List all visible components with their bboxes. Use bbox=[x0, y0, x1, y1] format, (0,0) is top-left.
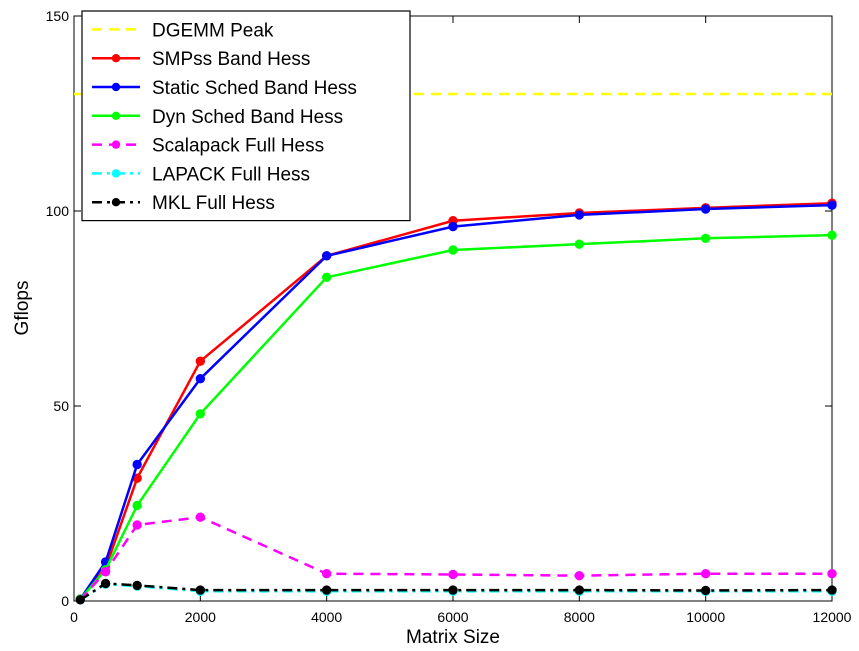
data-point bbox=[448, 245, 458, 255]
x-tick-label: 8000 bbox=[564, 609, 595, 625]
data-point bbox=[700, 204, 711, 214]
data-point bbox=[195, 585, 206, 595]
data-point bbox=[574, 239, 585, 249]
data-point bbox=[700, 585, 711, 596]
legend-item: Scalapack Full Hess bbox=[92, 136, 324, 157]
legend-item: DGEMM Peak bbox=[92, 20, 274, 41]
legend-label: Static Sched Band Hess bbox=[152, 78, 357, 99]
data-point bbox=[700, 233, 711, 244]
data-point bbox=[574, 210, 585, 220]
data-point bbox=[321, 272, 332, 282]
data-point bbox=[700, 569, 711, 579]
legend-item: SMPss Band Hess bbox=[92, 49, 310, 70]
legend-item: Dyn Sched Band Hess bbox=[92, 107, 343, 128]
data-point bbox=[195, 409, 206, 419]
x-tick-label: 0 bbox=[70, 609, 78, 625]
series-4 bbox=[75, 512, 837, 605]
legend-marker bbox=[111, 140, 121, 149]
x-tick-label: 10000 bbox=[686, 609, 725, 625]
data-point bbox=[448, 585, 458, 595]
y-tick-label: 50 bbox=[53, 398, 69, 414]
data-point bbox=[100, 567, 111, 577]
legend-marker bbox=[111, 111, 121, 121]
series-group bbox=[74, 92, 837, 605]
legend-marker bbox=[111, 198, 121, 207]
data-point bbox=[75, 595, 86, 605]
legend-marker bbox=[111, 54, 121, 63]
x-tick-label: 4000 bbox=[311, 609, 342, 625]
y-tick-label: 0 bbox=[61, 593, 69, 609]
x-tick-label: 6000 bbox=[437, 609, 468, 625]
legend-item: LAPACK Full Hess bbox=[92, 164, 310, 185]
legend-label: MKL Full Hess bbox=[152, 193, 275, 214]
data-point bbox=[448, 221, 458, 232]
series-6 bbox=[75, 578, 837, 605]
data-point bbox=[195, 512, 206, 522]
y-axis-label: Gflops bbox=[12, 281, 33, 336]
axis-ticks: 0 2000 4000 6000 8000 10000 12000 0 50 100 150 bbox=[46, 8, 852, 625]
x-tick-label: 12000 bbox=[813, 609, 852, 625]
legend: DGEMM Peak SMPss Band Hess Static Sched Ba… bbox=[81, 10, 411, 222]
x-axis-label: Matrix Size bbox=[406, 627, 500, 648]
x-tick-label: 2000 bbox=[185, 609, 216, 625]
data-point bbox=[574, 570, 585, 581]
data-point bbox=[132, 580, 142, 591]
data-point bbox=[827, 569, 837, 579]
data-point bbox=[827, 200, 837, 210]
data-point bbox=[132, 459, 142, 470]
legend-marker bbox=[111, 82, 121, 92]
data-point bbox=[827, 230, 837, 240]
legend-marker bbox=[111, 169, 121, 178]
legend-label: Scalapack Full Hess bbox=[152, 136, 324, 157]
series-line bbox=[79, 582, 833, 601]
data-point bbox=[574, 585, 585, 595]
data-point bbox=[827, 585, 837, 595]
legend-item: Static Sched Band Hess bbox=[92, 78, 357, 99]
data-point bbox=[195, 356, 206, 366]
legend-label: SMPss Band Hess bbox=[152, 49, 310, 70]
legend-item: MKL Full Hess bbox=[92, 193, 275, 214]
data-point bbox=[321, 585, 332, 595]
data-point bbox=[132, 500, 142, 511]
y-tick-label: 100 bbox=[46, 203, 70, 219]
legend-label: Dyn Sched Band Hess bbox=[152, 107, 343, 128]
data-point bbox=[132, 520, 142, 530]
data-point bbox=[321, 251, 332, 261]
y-tick-label: 150 bbox=[46, 8, 70, 24]
data-point bbox=[448, 569, 458, 580]
data-point bbox=[321, 569, 332, 579]
legend-label: LAPACK Full Hess bbox=[152, 164, 310, 185]
data-point bbox=[195, 374, 206, 384]
legend-label: DGEMM Peak bbox=[152, 20, 274, 41]
data-point bbox=[100, 578, 111, 589]
